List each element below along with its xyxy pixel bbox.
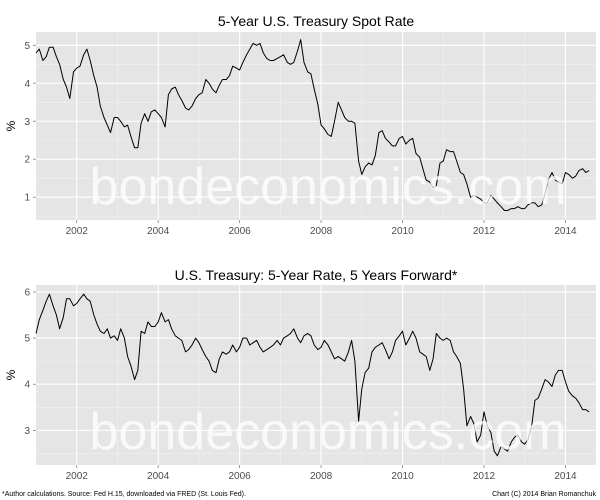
y-tick-label: 4 xyxy=(24,79,30,90)
y-tick-label: 1 xyxy=(24,193,30,204)
x-tick-label: 2002 xyxy=(66,226,89,237)
footer-source-note: *Author calculations. Source: Fed H.15, … xyxy=(2,491,246,498)
watermark-text: bondeconomics.com xyxy=(90,403,567,461)
chart-title: 5-Year U.S. Treasury Spot Rate xyxy=(218,13,415,29)
y-tick-label: 3 xyxy=(24,426,30,437)
x-tick-label: 2008 xyxy=(310,226,333,237)
x-tick-label: 2012 xyxy=(473,471,496,482)
x-tick-label: 2004 xyxy=(147,226,170,237)
y-axis-label: % xyxy=(4,369,18,380)
y-tick-label: 5 xyxy=(24,334,30,345)
y-tick-label: 5 xyxy=(24,41,30,52)
chart-spot-rate: 2002 2004 2006 2008 2010 2012 2014 1 2 3 4 5 bondeco… xyxy=(4,13,596,237)
x-tick-label: 2010 xyxy=(391,471,414,482)
x-tick-label: 2006 xyxy=(229,471,252,482)
x-tick-label: 2002 xyxy=(66,471,89,482)
y-tick-label: 6 xyxy=(24,287,30,298)
watermark-text: bondeconomics.com xyxy=(90,158,567,216)
x-tick-label: 2008 xyxy=(310,471,333,482)
x-tick-label: 2012 xyxy=(473,226,496,237)
series-line xyxy=(35,39,590,211)
x-tick-label: 2006 xyxy=(229,226,252,237)
x-tick-label: 2014 xyxy=(554,226,577,237)
plot-panel xyxy=(36,32,596,220)
series-line xyxy=(35,293,590,457)
y-tick-label: 2 xyxy=(24,155,30,166)
y-tick-label: 3 xyxy=(24,117,30,128)
footer-copyright: Chart (C) 2014 Brian Romanchuk xyxy=(492,491,596,498)
x-tick-label: 2010 xyxy=(391,226,414,237)
chart-forward-rate: 2002 2004 2006 2008 2010 2012 2014 3 4 5 6 bondecon… xyxy=(4,267,596,482)
y-tick-label: 4 xyxy=(24,380,30,391)
chart-title: U.S. Treasury: 5-Year Rate, 5 Years Forw… xyxy=(175,267,458,283)
x-tick-label: 2004 xyxy=(147,471,170,482)
x-tick-label: 2014 xyxy=(554,471,577,482)
y-axis-label: % xyxy=(4,120,18,131)
